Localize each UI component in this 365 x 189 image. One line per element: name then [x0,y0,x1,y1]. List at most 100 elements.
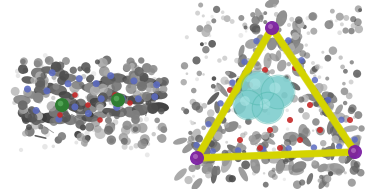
Ellipse shape [35,112,43,120]
Ellipse shape [131,115,140,124]
Ellipse shape [356,73,360,77]
Ellipse shape [290,43,294,47]
Ellipse shape [20,100,26,106]
Ellipse shape [41,113,59,123]
Ellipse shape [357,169,365,177]
Ellipse shape [26,124,32,130]
Ellipse shape [322,147,330,160]
Ellipse shape [111,93,125,107]
Ellipse shape [184,176,193,184]
Ellipse shape [113,93,127,101]
Ellipse shape [343,135,348,140]
Ellipse shape [306,16,310,20]
Ellipse shape [283,178,286,181]
Ellipse shape [346,149,357,160]
Ellipse shape [76,75,83,82]
Ellipse shape [349,135,362,144]
Ellipse shape [216,83,228,97]
Ellipse shape [246,61,251,66]
Ellipse shape [74,131,82,138]
Ellipse shape [245,58,251,65]
Ellipse shape [214,101,220,113]
Ellipse shape [322,91,337,103]
Ellipse shape [272,147,276,152]
Ellipse shape [235,146,239,150]
Ellipse shape [51,62,61,72]
Ellipse shape [69,94,74,100]
Ellipse shape [58,101,63,106]
Ellipse shape [43,87,50,94]
Ellipse shape [255,8,263,22]
Ellipse shape [276,10,287,27]
Ellipse shape [53,79,57,82]
Ellipse shape [357,166,360,169]
Ellipse shape [290,168,304,175]
Ellipse shape [268,24,273,29]
Ellipse shape [126,83,137,94]
Ellipse shape [109,108,117,116]
Ellipse shape [90,86,100,96]
Ellipse shape [318,178,322,183]
Ellipse shape [252,131,260,139]
Ellipse shape [104,126,113,135]
Ellipse shape [352,135,360,151]
Ellipse shape [260,76,264,80]
Ellipse shape [255,143,258,146]
Ellipse shape [193,122,196,124]
Ellipse shape [238,54,247,67]
Ellipse shape [330,9,335,14]
Ellipse shape [327,92,334,98]
Ellipse shape [348,107,355,114]
Ellipse shape [156,78,162,84]
Ellipse shape [312,118,320,126]
Ellipse shape [78,83,82,87]
Ellipse shape [287,117,293,123]
Ellipse shape [113,104,120,111]
Ellipse shape [212,76,216,81]
Ellipse shape [253,48,258,53]
Ellipse shape [226,71,230,76]
Ellipse shape [253,86,261,94]
Ellipse shape [330,126,343,141]
Ellipse shape [41,127,49,135]
Ellipse shape [196,105,203,113]
Ellipse shape [22,114,39,122]
Ellipse shape [112,119,118,125]
Ellipse shape [258,83,261,86]
Ellipse shape [337,140,344,147]
Ellipse shape [52,116,68,124]
Ellipse shape [11,87,20,96]
Ellipse shape [267,58,270,61]
Ellipse shape [227,145,242,155]
Ellipse shape [43,53,47,58]
Ellipse shape [229,79,236,86]
Ellipse shape [83,143,87,147]
Ellipse shape [288,155,294,160]
Ellipse shape [109,138,114,143]
Ellipse shape [312,77,318,83]
Ellipse shape [349,104,357,112]
Ellipse shape [132,105,148,115]
Ellipse shape [129,146,133,150]
Ellipse shape [142,63,151,73]
Ellipse shape [231,85,237,90]
Ellipse shape [123,106,137,118]
Ellipse shape [33,109,40,116]
Ellipse shape [281,40,293,46]
Ellipse shape [104,88,112,97]
Ellipse shape [85,96,88,99]
Ellipse shape [75,120,84,129]
Ellipse shape [20,59,26,64]
Ellipse shape [343,125,358,132]
Ellipse shape [104,90,120,100]
Ellipse shape [319,175,323,179]
Ellipse shape [90,81,106,89]
Ellipse shape [276,27,281,33]
Ellipse shape [158,123,166,132]
Ellipse shape [195,11,200,15]
Ellipse shape [284,75,289,80]
Ellipse shape [260,149,268,158]
Ellipse shape [235,78,242,84]
Ellipse shape [276,50,281,61]
Ellipse shape [68,104,82,112]
